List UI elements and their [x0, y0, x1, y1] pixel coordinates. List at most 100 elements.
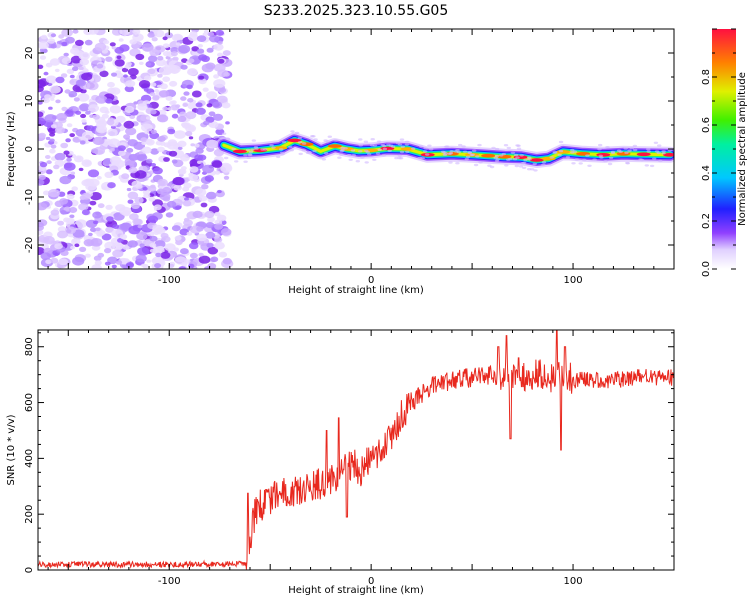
- noise-blob: [97, 252, 105, 258]
- ridge-speckle: [552, 151, 557, 154]
- ridge-speckle: [649, 164, 655, 168]
- noise-blob: [180, 64, 188, 70]
- noise-blob: [156, 245, 165, 252]
- noise-blob: [91, 264, 102, 269]
- noise-blob: [192, 210, 203, 218]
- ridge-speckle: [453, 150, 459, 153]
- ridge-speckle: [323, 152, 329, 155]
- noise-blob: [83, 178, 95, 187]
- ridge-speckle: [514, 164, 519, 168]
- noise-blob: [210, 256, 219, 263]
- noise-blob: [75, 79, 86, 87]
- noise-blob: [205, 62, 216, 70]
- noise-blob: [49, 58, 61, 66]
- ridge-speckle: [382, 147, 388, 151]
- noise-blob: [174, 235, 182, 241]
- noise-blob: [103, 39, 110, 45]
- noise-blob: [194, 154, 204, 161]
- noise-blob: [198, 54, 208, 61]
- noise-blob: [195, 147, 204, 154]
- noise-blob: [198, 78, 207, 85]
- noise-blob: [188, 174, 199, 181]
- noise-blob: [137, 103, 148, 111]
- noise-blob: [128, 166, 138, 174]
- ridge-speckle: [618, 150, 623, 153]
- ridge-speckle: [417, 156, 422, 160]
- noise-blob: [157, 146, 165, 153]
- ridge-speckle: [427, 144, 432, 147]
- ridge-speckle: [288, 145, 293, 149]
- noise-blob: [196, 233, 208, 242]
- noise-blob: [92, 211, 102, 219]
- ridge-speckle: [587, 164, 592, 167]
- noise-blob: [117, 145, 126, 152]
- noise-blob: [41, 48, 48, 54]
- ridge-speckle: [627, 149, 632, 152]
- noise-blob: [110, 87, 121, 95]
- noise-blob: [145, 62, 152, 67]
- noise-blob: [118, 150, 126, 156]
- noise-blob: [72, 256, 85, 266]
- snr-xlabel: Height of straight line (km): [288, 585, 424, 596]
- noise-blob: [151, 37, 158, 42]
- colorbar-gradient: [712, 29, 736, 269]
- noise-blob: [45, 259, 52, 265]
- noise-blob: [195, 107, 206, 115]
- noise-blob: [87, 169, 100, 178]
- x-tick-label: 100: [564, 275, 583, 286]
- noise-blob: [206, 91, 218, 100]
- noise-blob: [124, 105, 135, 114]
- noise-blob: [186, 84, 193, 90]
- noise-blob: [152, 256, 165, 266]
- y-tick-label: 200: [24, 505, 35, 524]
- ridge-speckle: [442, 153, 448, 156]
- noise-blob: [40, 252, 52, 260]
- noise-blob: [171, 159, 178, 164]
- ridge-speckle: [558, 149, 564, 153]
- ridge-speckle: [667, 149, 673, 152]
- noise-blob: [125, 137, 131, 141]
- ridge-speckle: [515, 156, 520, 159]
- noise-blob: [66, 123, 73, 128]
- noise-blob: [178, 169, 186, 175]
- ridge-speckle: [449, 150, 454, 153]
- y-tick-label: 400: [24, 449, 35, 468]
- noise-blob: [166, 200, 177, 208]
- noise-blob: [96, 231, 104, 237]
- noise-blob: [206, 139, 219, 149]
- noise-blob: [96, 63, 104, 69]
- ridge-speckle: [251, 139, 257, 142]
- noise-blob: [152, 224, 164, 233]
- noise-blob: [111, 72, 117, 77]
- noise-blob: [65, 138, 71, 143]
- noise-blob: [150, 148, 160, 155]
- ridge-speckle: [473, 163, 479, 167]
- noise-blob: [206, 103, 213, 108]
- noise-blob: [215, 29, 224, 36]
- noise-blob: [154, 240, 166, 249]
- ridge-speckle: [405, 150, 410, 153]
- noise-blob: [119, 206, 132, 216]
- noise-blob: [75, 219, 88, 229]
- noise-blob: [121, 173, 130, 180]
- y-tick-label: 10: [24, 95, 35, 108]
- noise-blob: [84, 39, 93, 46]
- ridge-speckle: [231, 147, 236, 151]
- noise-blob: [205, 231, 216, 239]
- noise-blob: [142, 189, 150, 195]
- noise-blob: [105, 56, 113, 62]
- noise-blob: [221, 102, 231, 109]
- noise-blob: [78, 167, 84, 172]
- noise-blob: [97, 126, 105, 133]
- noise-blob: [217, 189, 222, 194]
- ridge-speckle: [491, 146, 496, 150]
- noise-blob: [63, 150, 70, 155]
- noise-blob: [145, 139, 155, 146]
- noise-blob: [197, 160, 202, 164]
- noise-blob: [83, 239, 95, 247]
- ridge-speckle: [658, 159, 663, 163]
- noise-blob: [116, 243, 124, 250]
- noise-blob: [201, 184, 209, 190]
- noise-blob: [126, 61, 132, 66]
- noise-blob: [178, 44, 191, 54]
